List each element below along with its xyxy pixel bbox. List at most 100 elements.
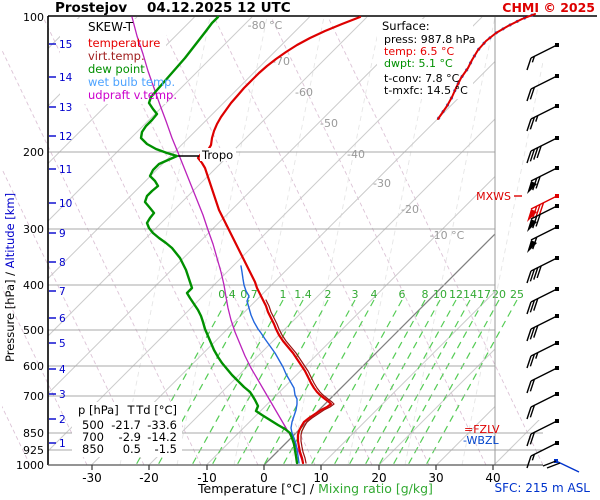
- wind-barb: [527, 225, 559, 253]
- barb-feather-full: [533, 147, 539, 160]
- mixing-ratio-label: 1: [280, 288, 287, 301]
- temperature-curve: [196, 15, 362, 465]
- moist-adiabat-line: [404, 17, 496, 465]
- wbzl-label: -WBZL: [463, 434, 499, 447]
- barb-feather-full: [526, 301, 532, 315]
- isotherm-line: [495, 420, 540, 465]
- tropopause-label: Tropo: [201, 148, 233, 162]
- altitude-tick-label: 15: [59, 39, 72, 51]
- mixing-ratio-label: 25: [510, 288, 524, 301]
- temp-tick-label: -20: [139, 471, 159, 485]
- barb-feather-full: [526, 150, 532, 164]
- y-axis-title: Pressure [hPa] / Altitude [km]: [3, 193, 17, 362]
- barb-station-dot: [555, 204, 559, 208]
- isotherm-line: [48, 17, 425, 395]
- barb-feather-full: [526, 406, 532, 420]
- isotherm-line: [321, 290, 495, 465]
- isotherm-line: [378, 348, 495, 465]
- altitude-tick-label: 9: [59, 228, 66, 240]
- barb-staff: [530, 315, 558, 330]
- barb-feather-full: [526, 433, 532, 447]
- table-header-td: Td [°C]: [135, 403, 177, 417]
- barb-staff: [530, 195, 558, 210]
- barb-station-dot: [555, 441, 559, 445]
- x-axis-title: Temperature [°C] / Mixing ratio [g/kg]: [197, 481, 433, 496]
- table-cell: 0.5: [123, 442, 141, 456]
- mixing-ratio-label: 2: [325, 288, 332, 301]
- altitude-tick-label: 4: [59, 364, 66, 376]
- wind-barb: [527, 194, 559, 222]
- legend-item-wet-bulb-temp-: wet bulb temp.: [88, 75, 175, 89]
- table-cell: 850: [82, 442, 104, 456]
- table-box: [72, 402, 182, 457]
- barb-feather-full: [533, 267, 539, 280]
- barb-feather-full: [536, 145, 542, 159]
- pressure-tick-label: 100: [23, 11, 44, 24]
- virt-temp-curve: [265, 299, 335, 464]
- barb-staff: [530, 205, 558, 220]
- surface-row-tconv: t-conv: 7.8 °C: [384, 72, 460, 85]
- mixing-ratio-label: 6: [399, 288, 406, 301]
- dry-adiabat-line: [270, 17, 487, 465]
- mixing-ratio-line: [378, 299, 471, 465]
- barb-feather-full: [532, 205, 538, 219]
- barb-staff: [530, 393, 558, 408]
- pressure-tick-label: 500: [23, 324, 44, 337]
- barb-feather-half: [535, 352, 539, 359]
- barb-staff: [530, 367, 558, 382]
- legend-title: SKEW-T: [88, 20, 134, 34]
- temp-tick-label: 30: [428, 471, 443, 485]
- temp-tick-label: -10: [197, 471, 217, 485]
- altitude-tick-label: 6: [59, 313, 66, 325]
- altitude-tick-label: 3: [59, 389, 66, 401]
- mixing-ratio-label: 20: [492, 288, 506, 301]
- altitude-tick-label: 10: [59, 198, 72, 210]
- mixing-ratio-line: [236, 299, 329, 465]
- barb-station-dot: [555, 194, 559, 198]
- barb-station-dot: [555, 136, 559, 140]
- mixing-ratio-label: 3: [352, 288, 359, 301]
- table-header-p: p [hPa]: [78, 403, 119, 417]
- barb-feather-full: [535, 204, 541, 217]
- barb-station-dot: [555, 225, 559, 229]
- wind-barb-column: [526, 43, 580, 473]
- altitude-tick-label: 11: [59, 164, 72, 176]
- wind-barb: [526, 441, 559, 469]
- mixing-ratio-label: 1.4: [294, 288, 312, 301]
- barb-feather-full: [526, 380, 532, 394]
- table-header-t: T: [126, 403, 135, 417]
- wind-barb: [526, 366, 559, 394]
- barb-feather-full: [535, 176, 541, 189]
- barb-station-dot: [555, 366, 559, 370]
- x-axis-mixing-title: Mixing ratio [g/kg]: [318, 481, 433, 496]
- pressure-tick-label: 850: [23, 427, 44, 440]
- wind-barb: [526, 419, 559, 447]
- barb-staff: [530, 342, 558, 357]
- pressure-tick-label: 1000: [16, 459, 44, 472]
- altitude-tick-label: 13: [59, 102, 72, 114]
- mixing-ratio-label: 17: [477, 288, 491, 301]
- barb-station-dot: [555, 166, 559, 170]
- updraft-vt-curve: [131, 16, 304, 464]
- barb-feather-full: [526, 118, 532, 132]
- wind-barb: [527, 166, 559, 194]
- dew-point-curve: [139, 15, 299, 465]
- x-axis-sep: /: [306, 481, 318, 496]
- wind-barb: [527, 204, 559, 232]
- barb-feather-full: [529, 269, 536, 282]
- mixing-ratio-label: 10: [433, 288, 447, 301]
- sfc-elevation-label: SFC: 215 m ASL: [495, 481, 591, 495]
- pressure-tick-label: 925: [23, 444, 44, 457]
- wind-barb: [526, 341, 559, 369]
- surface-row-temp: temp: 6.5 °C: [384, 45, 454, 58]
- pressure-tick-label: 200: [23, 146, 44, 159]
- altitude-tick-label: 14: [59, 72, 73, 84]
- barb-staff: [530, 105, 558, 120]
- mixing-ratio-label: 12: [449, 288, 463, 301]
- temp-tick-label: 0: [260, 471, 268, 485]
- temp-tick-label: 10: [313, 471, 328, 485]
